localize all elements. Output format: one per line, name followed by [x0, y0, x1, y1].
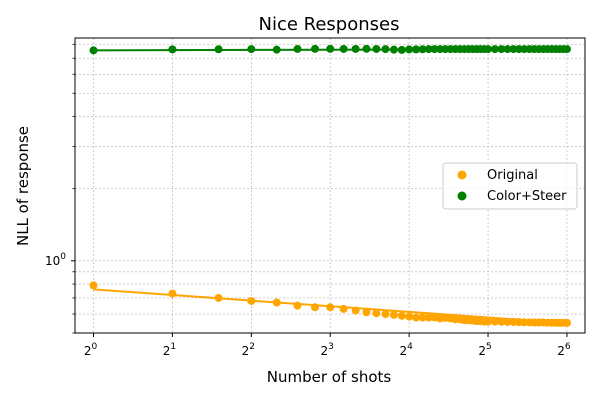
data-point-color-steer: [389, 45, 398, 54]
data-point-original: [424, 313, 433, 322]
data-point-color-steer: [405, 45, 414, 54]
data-point-color-steer: [412, 45, 421, 54]
legend-label-color-steer: Color+Steer: [487, 189, 567, 204]
y-axis-ticks: 100: [45, 43, 75, 334]
data-point-color-steer: [339, 44, 348, 53]
data-point-original: [247, 296, 256, 305]
data-point-color-steer: [351, 44, 360, 53]
data-point-original: [372, 309, 381, 318]
data-point-color-steer: [247, 45, 256, 54]
x-tick-label: 25: [478, 342, 491, 358]
legend-marker-color-steer: [457, 191, 467, 201]
data-point-original: [418, 313, 427, 322]
data-point-color-steer: [397, 45, 406, 54]
legend-box: [442, 162, 578, 210]
legend-label-original: Original: [487, 168, 538, 183]
data-point-original: [405, 312, 414, 321]
grid-layer: [75, 38, 585, 334]
data-point-original: [503, 317, 512, 326]
data-point-original: [389, 310, 398, 319]
x-tick-label: 22: [242, 342, 255, 358]
legend-marker-original: [457, 170, 467, 180]
data-point-color-steer: [497, 45, 506, 54]
x-tick-label: 23: [321, 342, 334, 358]
data-points: [89, 44, 571, 327]
data-point-color-steer: [381, 45, 390, 54]
data-point-original: [311, 303, 320, 312]
data-point-original: [89, 281, 98, 290]
legend: Original Color+Steer: [442, 162, 578, 210]
data-point-color-steer: [484, 45, 493, 54]
data-point-original: [381, 310, 390, 319]
data-point-color-steer: [509, 45, 518, 54]
data-point-original: [412, 313, 421, 322]
data-point-original: [351, 306, 360, 315]
data-point-color-steer: [503, 45, 512, 54]
x-tick-label: 20: [84, 342, 98, 358]
y-axis-label: NLL of response: [14, 126, 32, 246]
data-point-original: [326, 303, 335, 312]
data-point-original: [362, 308, 371, 317]
x-axis-label: Number of shots: [267, 368, 392, 386]
data-point-original: [272, 298, 281, 307]
x-tick-label: 21: [163, 342, 176, 358]
x-tick-label: 24: [399, 342, 413, 358]
data-point-color-steer: [311, 44, 320, 53]
data-point-color-steer: [293, 44, 302, 53]
data-point-original: [293, 301, 302, 310]
data-point-original: [339, 304, 348, 313]
data-point-color-steer: [430, 45, 439, 54]
data-point-original: [497, 317, 506, 326]
data-point-color-steer: [490, 45, 499, 54]
data-point-original: [490, 317, 499, 326]
data-point-color-steer: [424, 45, 433, 54]
data-point-color-steer: [562, 45, 571, 54]
chart-title: Nice Responses: [259, 14, 400, 35]
data-point-color-steer: [272, 45, 281, 54]
data-point-color-steer: [372, 44, 381, 53]
data-point-original: [168, 289, 177, 298]
data-point-original: [397, 311, 406, 320]
data-point-original: [484, 317, 493, 326]
x-axis-ticks: 20 21 22 23 24 25 26: [84, 333, 571, 358]
data-point-color-steer: [362, 44, 371, 53]
y-tick-label: 100: [45, 252, 66, 268]
data-point-original: [214, 293, 223, 302]
data-point-color-steer: [89, 46, 98, 55]
data-point-color-steer: [214, 45, 223, 54]
data-point-color-steer: [418, 45, 427, 54]
data-point-color-steer: [326, 44, 335, 53]
data-point-color-steer: [168, 45, 177, 54]
data-point-original: [562, 318, 571, 327]
x-tick-label: 26: [557, 342, 571, 358]
